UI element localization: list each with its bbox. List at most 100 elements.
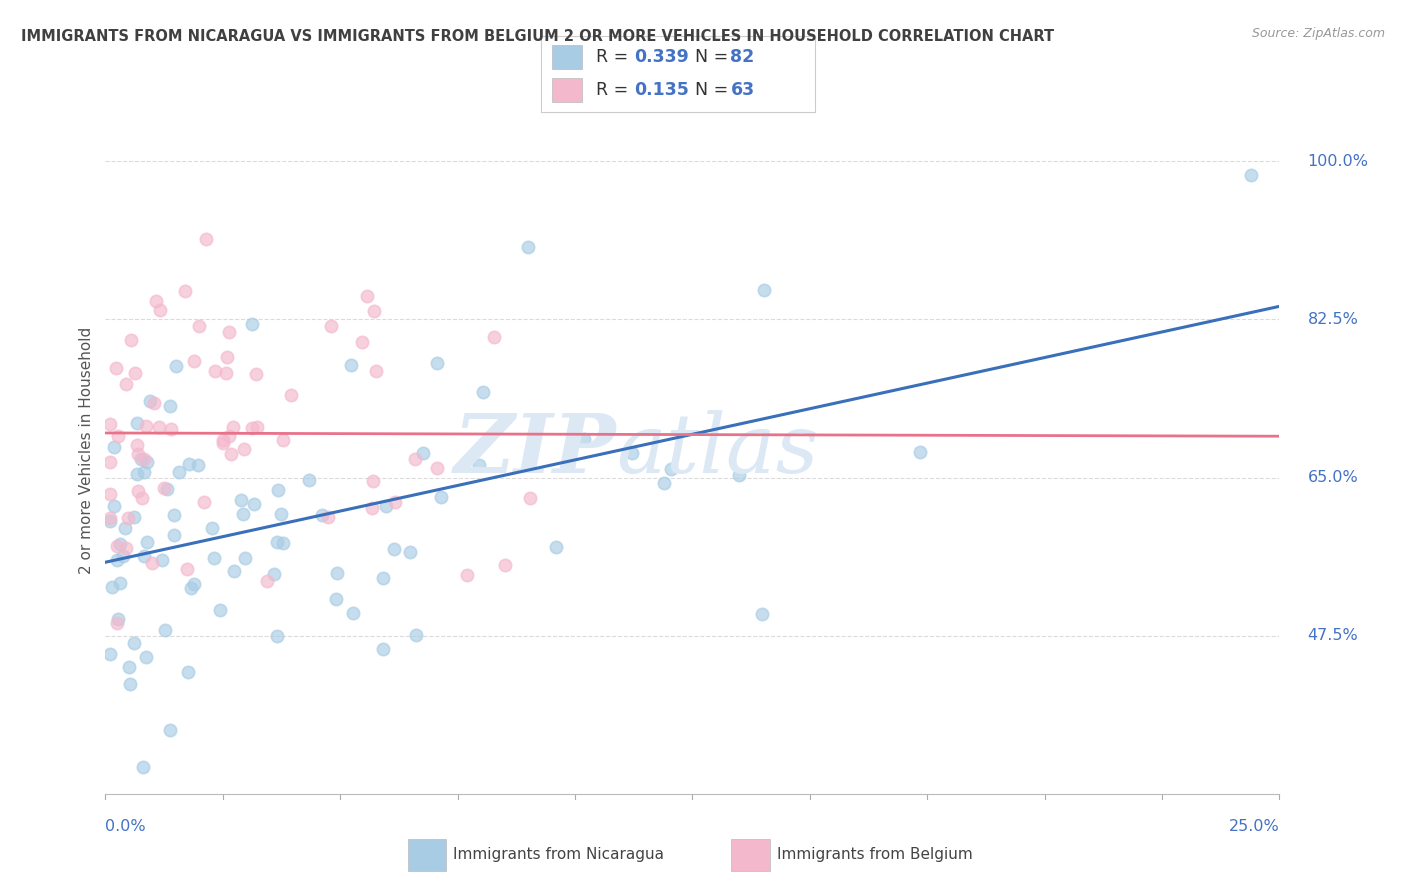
Point xyxy=(384,495,406,509)
Point xyxy=(546,541,568,555)
Text: R =: R = xyxy=(596,48,634,66)
Text: Immigrants from Nicaragua: Immigrants from Nicaragua xyxy=(453,847,665,862)
Point xyxy=(215,366,238,380)
FancyBboxPatch shape xyxy=(731,839,770,871)
Point xyxy=(382,542,405,557)
Point xyxy=(177,665,200,679)
Point xyxy=(256,574,278,589)
Point xyxy=(298,473,321,487)
Point xyxy=(751,607,773,621)
Point xyxy=(127,467,149,481)
Point xyxy=(174,284,197,298)
Text: Immigrants from Belgium: Immigrants from Belgium xyxy=(778,847,973,862)
Text: 25.0%: 25.0% xyxy=(1229,819,1279,834)
Point xyxy=(163,508,186,523)
Point xyxy=(412,446,434,460)
Point xyxy=(187,318,209,333)
Point xyxy=(468,458,491,473)
Point xyxy=(136,534,159,549)
Point xyxy=(727,468,749,483)
Point xyxy=(134,451,156,466)
Point xyxy=(159,723,181,737)
Point xyxy=(652,476,675,491)
Point xyxy=(271,536,294,550)
Point xyxy=(104,360,127,375)
Point xyxy=(122,510,145,524)
Point xyxy=(127,484,149,499)
Point xyxy=(373,642,395,657)
Point xyxy=(120,333,142,347)
Point xyxy=(159,399,181,413)
Text: 82: 82 xyxy=(731,48,755,66)
Text: N =: N = xyxy=(695,81,734,99)
Point xyxy=(233,550,256,565)
Point xyxy=(325,592,347,607)
Point xyxy=(103,440,125,454)
Point xyxy=(342,607,364,621)
Point xyxy=(145,293,167,308)
Point xyxy=(218,325,240,339)
Point xyxy=(105,539,128,553)
Point xyxy=(350,334,373,349)
Point xyxy=(426,461,449,475)
Point xyxy=(280,388,302,402)
Text: IMMIGRANTS FROM NICARAGUA VS IMMIGRANTS FROM BELGIUM 2 OR MORE VEHICLES IN HOUSE: IMMIGRANTS FROM NICARAGUA VS IMMIGRANTS … xyxy=(21,29,1054,44)
Text: 0.339: 0.339 xyxy=(634,48,689,66)
FancyBboxPatch shape xyxy=(553,78,582,103)
Point xyxy=(105,616,128,631)
Point xyxy=(139,394,162,409)
Point xyxy=(108,576,131,591)
Point xyxy=(472,385,495,400)
Point xyxy=(242,317,264,331)
Point xyxy=(156,483,179,497)
Point xyxy=(266,629,288,643)
Point xyxy=(176,562,198,576)
Point xyxy=(183,354,205,368)
Point xyxy=(908,445,931,459)
Point xyxy=(114,521,136,535)
Point xyxy=(339,359,361,373)
Point xyxy=(316,509,339,524)
Point xyxy=(101,580,124,594)
Text: atlas: atlas xyxy=(616,410,818,491)
Point xyxy=(204,550,226,565)
Point xyxy=(456,567,478,582)
Point xyxy=(98,511,121,525)
Point xyxy=(98,487,121,501)
Point xyxy=(127,416,149,430)
Point xyxy=(136,455,159,469)
Point xyxy=(517,240,540,254)
Point xyxy=(222,565,245,579)
Point xyxy=(169,465,191,479)
FancyBboxPatch shape xyxy=(553,45,582,69)
Point xyxy=(135,650,157,665)
Point xyxy=(98,514,121,528)
Text: 0.0%: 0.0% xyxy=(105,819,146,834)
Point xyxy=(122,636,145,650)
Point xyxy=(105,553,128,567)
Point xyxy=(107,429,129,443)
Point xyxy=(319,319,342,334)
Point xyxy=(204,364,226,378)
Point xyxy=(232,442,254,456)
Text: Source: ZipAtlas.com: Source: ZipAtlas.com xyxy=(1251,27,1385,40)
Text: 63: 63 xyxy=(731,81,755,99)
Point xyxy=(115,377,138,392)
Text: N =: N = xyxy=(695,48,734,66)
Point xyxy=(361,500,384,515)
Point xyxy=(165,359,187,374)
Point xyxy=(129,451,152,466)
Point xyxy=(752,283,775,297)
Point xyxy=(153,481,176,495)
Point xyxy=(160,422,183,436)
Point xyxy=(149,302,172,317)
Point xyxy=(201,520,224,534)
Point xyxy=(187,458,209,472)
Point xyxy=(162,528,184,542)
Point xyxy=(271,434,294,448)
Point xyxy=(356,289,378,303)
Point xyxy=(153,623,176,637)
Point xyxy=(404,452,426,467)
Point xyxy=(232,507,254,521)
Point xyxy=(374,500,396,514)
